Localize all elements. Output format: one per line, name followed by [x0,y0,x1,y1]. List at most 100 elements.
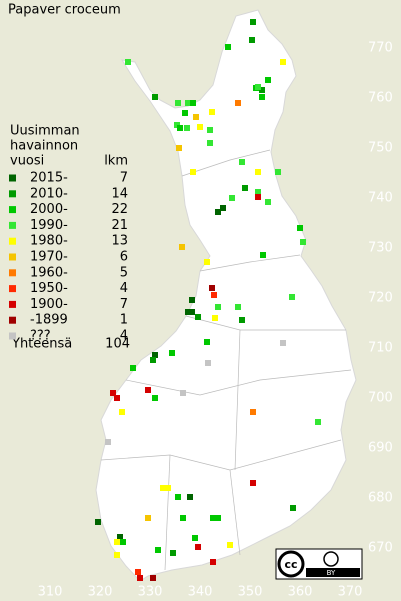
y-tick-label: 710 [368,341,393,356]
legend-swatch [9,269,16,277]
legend-count: 4 [120,281,128,296]
legend-swatch [9,190,16,198]
y-tick-label: 690 [368,441,393,456]
observation [197,124,203,130]
legend-label: 2010- [30,186,68,201]
legend-label: -1899 [30,313,68,328]
observation [300,239,306,245]
observation [204,339,210,345]
observation [145,515,151,521]
legend-count: 7 [120,297,128,312]
legend-count: 14 [111,186,128,201]
legend-count: 6 [120,250,128,265]
observation [265,199,271,205]
observation [189,297,195,303]
legend-swatch [9,253,16,261]
observation [152,395,158,401]
y-tick-label: 680 [368,491,393,506]
observation [215,209,221,215]
legend-header: vuosi [10,154,44,169]
y-tick-label: 700 [368,391,393,406]
observation [193,114,199,120]
observation [207,127,213,133]
legend-header: havainnon [10,139,78,154]
y-tick-label: 740 [368,191,393,206]
observation [169,350,175,356]
by-label: BY [327,569,336,577]
observation [239,159,245,165]
observation [255,189,261,195]
legend-count-header: lkm [104,154,128,169]
observation [150,575,156,581]
legend-label: 1980- [30,234,68,249]
observation [180,390,186,396]
legend-swatch [9,206,16,214]
legend-swatch [9,221,16,229]
observation [250,480,256,486]
observation [259,87,265,93]
observation [280,340,286,346]
observation [235,100,241,106]
observation [179,244,185,250]
observation [280,59,286,65]
y-tick-label: 760 [368,91,393,106]
observation [119,409,125,415]
observation [239,317,245,323]
y-tick-label: 730 [368,241,393,256]
by-icon [323,551,339,567]
observation [250,19,256,25]
x-tick-label: 370 [338,585,363,600]
legend-header: Uusimman [10,124,80,139]
observation [95,519,101,525]
observation [130,365,136,371]
observation [160,485,166,491]
legend-label: 2000- [30,202,68,217]
legend-count: 5 [120,265,128,280]
observation [192,535,198,541]
observation [275,169,281,175]
observation [227,542,233,548]
observation [114,539,120,545]
x-tick-label: 360 [288,585,313,600]
observation [175,494,181,500]
observation [289,294,295,300]
observation [137,575,143,581]
y-tick-label: 670 [368,541,393,556]
legend-swatch [9,285,16,293]
observation [220,205,226,211]
observation [114,552,120,558]
x-tick-label: 330 [138,585,163,600]
observation [204,259,210,265]
legend-count: 13 [111,234,128,249]
observation [209,109,215,115]
license-badge: cc BY [275,548,363,580]
observation [212,315,218,321]
observation [260,252,266,258]
legend-count: 21 [111,218,128,233]
observation [110,390,116,396]
x-tick-label: 320 [88,585,113,600]
map-title: Papaver croceum [8,3,121,18]
observation [315,419,321,425]
legend-count: 22 [111,202,128,217]
observation [235,304,241,310]
observation [265,77,271,83]
observation [105,439,111,445]
observation [195,314,201,320]
observation [117,534,123,540]
observation [195,544,201,550]
observation [152,94,158,100]
legend-swatch [9,316,16,324]
cc-circle [277,550,305,578]
y-tick-label: 770 [368,41,393,56]
observation [177,125,183,131]
observation [229,195,235,201]
observation [209,285,215,291]
observation [182,110,188,116]
observation [255,194,261,200]
observation [170,550,176,556]
legend-label: 1960- [30,265,68,280]
observation [249,37,255,43]
y-tick-label: 720 [368,291,393,306]
